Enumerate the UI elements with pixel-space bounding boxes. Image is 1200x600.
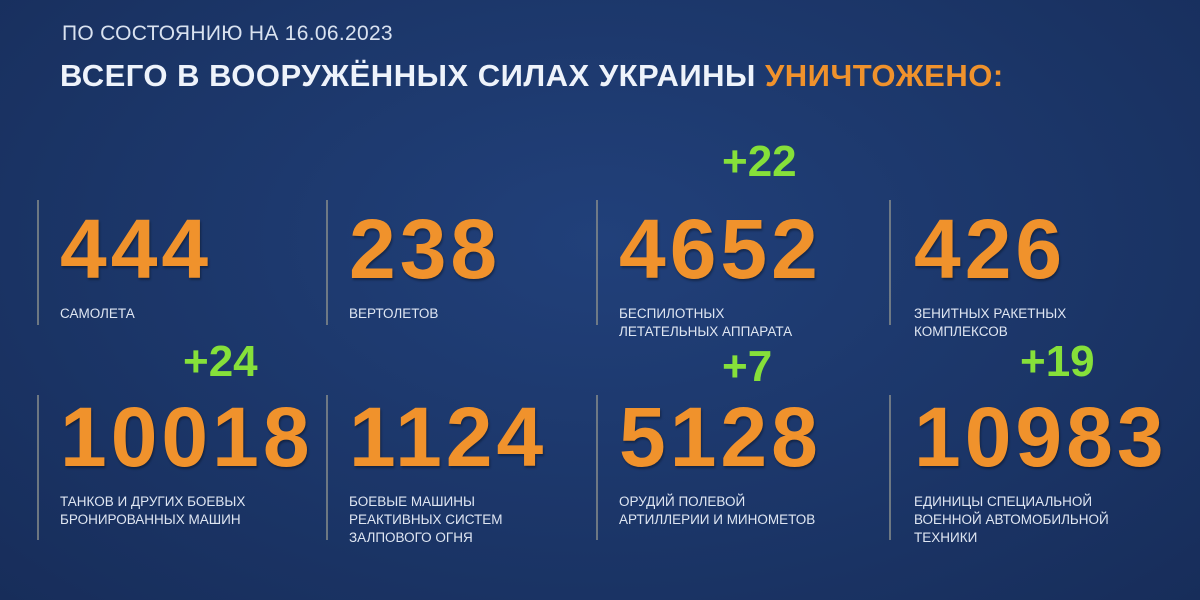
stat-label: ЕДИНИЦЫ СПЕЦИАЛЬНОЙ ВОЕННОЙ АВТОМОБИЛЬНО… bbox=[914, 494, 1109, 545]
stat-tanks: 10018 ТАНКОВ И ДРУГИХ БОЕВЫХ БРОНИРОВАНН… bbox=[60, 395, 314, 529]
stat-label: САМОЛЕТА bbox=[60, 306, 135, 321]
stat-label: ЗЕНИТНЫХ РАКЕТНЫХ КОМПЛЕКСОВ bbox=[914, 306, 1067, 339]
delta-drones: +22 bbox=[722, 137, 797, 186]
stat-value: 5128 bbox=[619, 390, 822, 484]
title-highlight: УНИЧТОЖЕНО: bbox=[765, 58, 1004, 93]
stat-value: 10983 bbox=[914, 390, 1168, 484]
stat-label: ВЕРТОЛЕТОВ bbox=[349, 306, 439, 321]
divider bbox=[326, 200, 328, 325]
page-title: ВСЕГО В ВООРУЖЁННЫХ СИЛАХ УКРАИНЫ УНИЧТО… bbox=[60, 58, 1004, 94]
divider bbox=[37, 395, 39, 540]
stat-aircraft: 444 САМОЛЕТА bbox=[60, 207, 212, 323]
stat-label: БЕСПИЛОТНЫХ ЛЕТАТЕЛЬНЫХ АППАРАТА bbox=[619, 306, 793, 339]
title-main: ВСЕГО В ВООРУЖЁННЫХ СИЛАХ УКРАИНЫ bbox=[60, 58, 756, 93]
delta-tanks: +24 bbox=[183, 337, 258, 386]
divider bbox=[37, 200, 39, 325]
divider bbox=[596, 395, 598, 540]
stat-artillery: 5128 ОРУДИЙ ПОЛЕВОЙ АРТИЛЛЕРИИ И МИНОМЕТ… bbox=[619, 395, 822, 529]
divider bbox=[326, 395, 328, 540]
stat-drones: 4652 БЕСПИЛОТНЫХ ЛЕТАТЕЛЬНЫХ АППАРАТА bbox=[619, 207, 822, 341]
divider bbox=[596, 200, 598, 325]
stat-value: 10018 bbox=[60, 390, 314, 484]
stat-label: ОРУДИЙ ПОЛЕВОЙ АРТИЛЛЕРИИ И МИНОМЕТОВ bbox=[619, 494, 816, 527]
stat-label: ТАНКОВ И ДРУГИХ БОЕВЫХ БРОНИРОВАННЫХ МАШ… bbox=[60, 494, 246, 527]
delta-artillery: +7 bbox=[722, 342, 773, 391]
divider bbox=[889, 200, 891, 325]
delta-vehicles: +19 bbox=[1020, 337, 1095, 386]
stat-value: 426 bbox=[914, 202, 1067, 296]
stat-value: 238 bbox=[349, 202, 502, 296]
stat-value: 444 bbox=[60, 202, 213, 296]
stat-value: 4652 bbox=[619, 202, 822, 296]
date-subtitle: ПО СОСТОЯНИЮ НА 16.06.2023 bbox=[62, 22, 393, 45]
stat-label: БОЕВЫЕ МАШИНЫ РЕАКТИВНЫХ СИСТЕМ ЗАЛПОВОГ… bbox=[349, 494, 503, 545]
stat-air-defense: 426 ЗЕНИТНЫХ РАКЕТНЫХ КОМПЛЕКСОВ bbox=[914, 207, 1066, 341]
stat-mlrs: 1124 БОЕВЫЕ МАШИНЫ РЕАКТИВНЫХ СИСТЕМ ЗАЛ… bbox=[349, 395, 547, 547]
stat-helicopters: 238 ВЕРТОЛЕТОВ bbox=[349, 207, 501, 323]
divider bbox=[889, 395, 891, 540]
stat-value: 1124 bbox=[349, 390, 548, 484]
stat-vehicles: 10983 ЕДИНИЦЫ СПЕЦИАЛЬНОЙ ВОЕННОЙ АВТОМО… bbox=[914, 395, 1168, 547]
